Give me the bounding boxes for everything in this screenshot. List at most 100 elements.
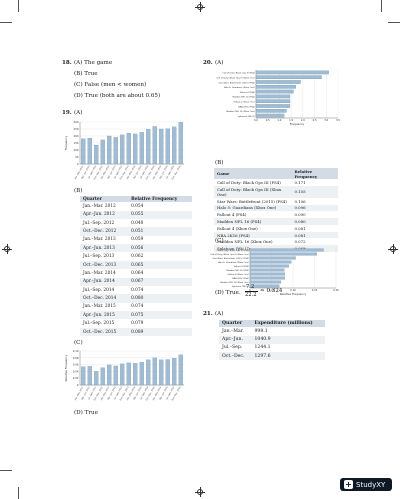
table-cell: 0.155 — [291, 185, 338, 198]
studyxy-watermark[interactable]: + StudyXY — [340, 478, 392, 491]
table-cell: 0.062 — [131, 254, 144, 260]
table-cell: Oct.–Dec. 2012 — [80, 227, 129, 236]
bar — [255, 70, 329, 75]
table-cell: 0.096 — [291, 204, 338, 212]
y-tick-label: Call of Duty: Black Ops III (Xbox One) — [210, 253, 249, 256]
table-cell: 1040.9 — [251, 335, 325, 344]
table-row: Madden NFL 16 (Xbox One) 0.072 — [214, 238, 338, 245]
bar — [126, 362, 131, 386]
table-header: Quarter — [219, 320, 252, 328]
table-cell: 0.079 — [131, 321, 144, 327]
x-tick-label: Jan.–Mar. 2012 — [73, 164, 84, 180]
bar — [152, 126, 157, 165]
bar — [100, 367, 105, 386]
table-cell: Madden NFL 16 (Xbox One) — [217, 239, 273, 245]
table-cell: Oct.–Dec. 2015 — [80, 327, 129, 337]
bar — [172, 126, 177, 165]
y-tick-label: Call of Duty: Black Ops III (PS4) — [222, 72, 255, 75]
trim-mark — [381, 0, 382, 12]
fraction-bar — [245, 291, 258, 292]
question-18-answer-b: (B) True — [74, 71, 98, 77]
x-tick-label: Jan.–Mar. 2013 — [99, 164, 110, 180]
x-tick-label: Jan.–Mar. 2015 — [151, 164, 162, 180]
x-tick-label: 0.20 — [333, 288, 339, 292]
y-tick-label: 0 — [77, 383, 79, 387]
table-cell: Apr.–Jun. 2013 — [80, 244, 129, 253]
question-20-number: 20. — [203, 60, 213, 66]
table-cell: Apr.–Jun. — [219, 335, 252, 344]
table-cell: Jan.–Mar. 2012 — [83, 203, 116, 209]
bar — [113, 365, 118, 386]
game-relative-frequency-bar-chart: 0 0.05 0.10 0.15 0.20 Call of Duty: Black Ops… — [210, 248, 339, 296]
question-20-answer-b: (B) — [215, 160, 224, 166]
table-cell: 0.090 — [294, 212, 306, 218]
table-row: Jan.–Mar. 2015 0.074 — [80, 303, 192, 311]
x-tick-label: 0.15 — [312, 288, 318, 292]
y-tick-label: Madden NFL 16 (Xbox One) — [220, 282, 249, 284]
x-tick-label: Jan.–Mar. 2014 — [125, 385, 136, 401]
x-tick-label: Oct.–Dec. 2012 — [93, 164, 104, 180]
table-cell: Fallout 4 (PS4) — [217, 212, 247, 218]
y-tick-label: NBA 2K16 (PS4) — [238, 105, 255, 108]
question-18-number: 18. — [62, 60, 72, 66]
table-cell: Fallout 4 (Xbox One) — [217, 225, 258, 231]
table-row: Apr.–Jun. 2012 0.055 — [80, 210, 192, 219]
table-cell: Apr.–Jun. 2015 — [80, 311, 129, 320]
bar — [255, 108, 287, 113]
table-cell: 0.106 — [294, 198, 306, 204]
x-tick-label: Apr.–Jun. 2015 — [159, 385, 169, 400]
table-header: Expenditure (millions) — [251, 320, 325, 328]
bar — [126, 133, 131, 165]
bar — [87, 366, 92, 386]
bar — [249, 280, 282, 284]
table-cell: 0.055 — [128, 210, 192, 219]
question-20-answer-c: (C) — [215, 238, 224, 244]
table-cell: 998.1 — [254, 328, 268, 334]
y-tick-label: Star Wars: Battlefront (2015) (PS4) — [213, 257, 249, 260]
question-21-number: 21. — [203, 311, 213, 317]
y-tick-label: 0.10 — [73, 349, 79, 353]
y-tick-label: Madden NFL 16 (PS4) — [226, 270, 249, 272]
question-20-answer-a: (A) — [215, 60, 224, 66]
bar — [113, 137, 118, 165]
table-cell: Call of Duty: Black Ops III (Xbox One) — [214, 185, 292, 198]
bar — [255, 94, 291, 99]
table-cell: Oct.–Dec. 2014 — [80, 294, 129, 303]
table-cell: 0.075 — [128, 311, 192, 320]
x-tick-label: 2.0 — [301, 118, 305, 122]
trim-mark — [0, 22, 12, 23]
watermark-label: StudyXY — [356, 480, 386, 489]
table-cell: 0.081 — [291, 231, 338, 239]
x-tick-label: Apr.–Jun. 2012 — [81, 385, 91, 400]
question-21-answer-a: (A) — [215, 311, 224, 317]
table-cell: Jul.–Sep. 2013 — [83, 254, 115, 260]
game-relative-frequency-table: Game Relative Frequency Call of Duty: Bl… — [214, 168, 338, 252]
y-tick-label: Halo 5: Guardians (Xbox One) — [224, 86, 255, 89]
x-tick-label: Jan.–Mar. 2013 — [99, 385, 110, 401]
x-tick-label: Apr.–Jun. 2015 — [159, 164, 169, 179]
table-cell: 0.080 — [128, 294, 192, 303]
bar — [255, 89, 294, 94]
bar — [249, 276, 285, 280]
table-row: Jan.–Mar. 2014 0.064 — [80, 269, 192, 277]
table-cell: Call of Duty: Black Ops III (PS4) — [217, 180, 281, 186]
x-tick-label: Apr.–Jun. 2013 — [107, 164, 117, 179]
bar — [165, 359, 170, 386]
question-19-number: 19. — [62, 110, 72, 116]
table-row: Oct.–Dec. 2012 0.051 — [80, 227, 192, 236]
question-20-answer-d: (D) True. — [215, 290, 241, 296]
y-tick-label: NBA 2K16 (PS4) — [232, 277, 249, 280]
x-tick-label: Jan.–Mar. 2014 — [125, 164, 136, 180]
y-tick-label: 150 — [74, 141, 79, 145]
table-header: Relative Frequency — [128, 196, 192, 203]
game-frequency-bar-chart: 0.0 0.5 1.0 1.5 2.0 2.5 3.0 3.5 Call of Duty: Bl… — [216, 70, 340, 126]
table-cell: 0.064 — [131, 270, 144, 276]
fraction-result: ≈ 0.324 — [260, 288, 283, 294]
table-cell: 0.051 — [128, 227, 192, 236]
table-row: Fallout 4 (PS4) 0.090 — [214, 211, 338, 218]
y-tick-label: Fallout 4 (PS4) — [240, 91, 255, 94]
table-cell: 0.065 — [128, 260, 192, 270]
bar — [172, 358, 177, 386]
x-tick-label: 0.0 — [254, 118, 258, 122]
